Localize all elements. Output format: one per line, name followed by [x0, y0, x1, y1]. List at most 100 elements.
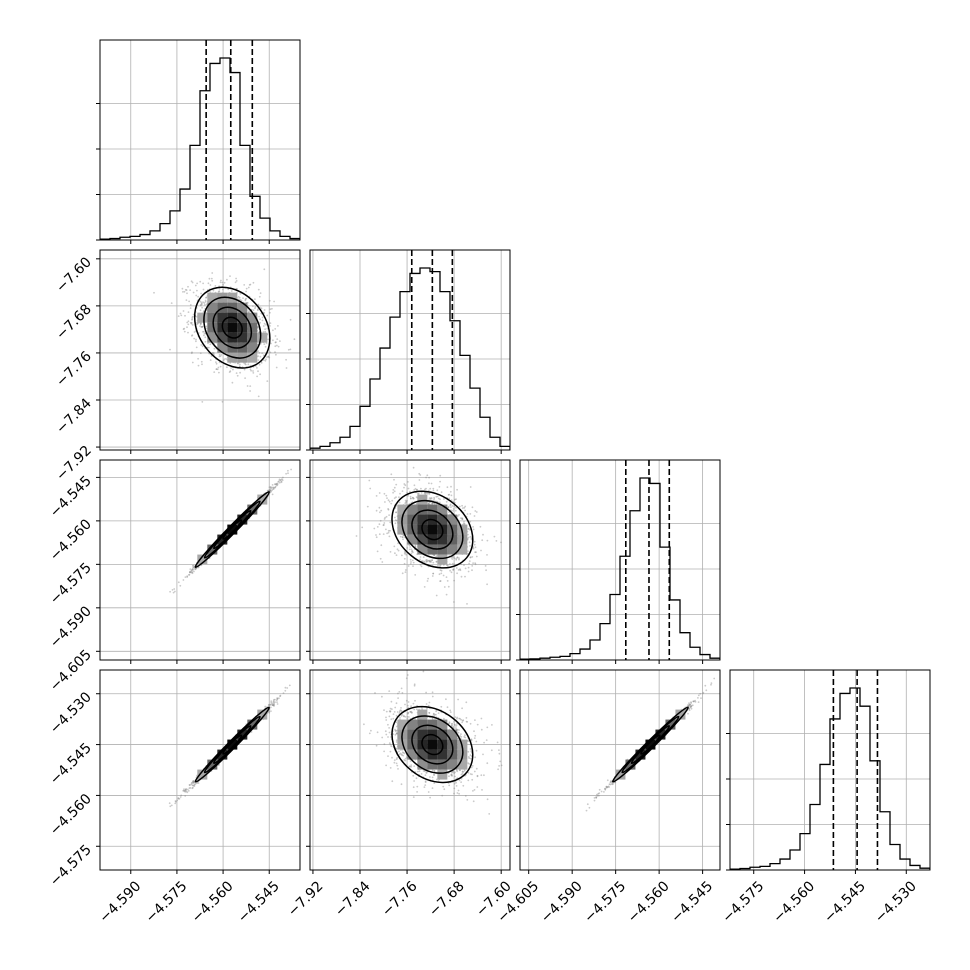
sample-point [214, 285, 217, 287]
sample-point [387, 508, 390, 511]
sample-point [423, 561, 426, 563]
sample-point [451, 558, 454, 560]
sample-point [200, 303, 203, 306]
sample-point [475, 555, 478, 558]
sample-point [428, 482, 430, 485]
sample-point [203, 303, 206, 306]
sample-point [469, 556, 472, 559]
density-cell [207, 332, 218, 343]
sample-point [209, 284, 212, 286]
sample-point [193, 784, 196, 786]
sample-point [238, 365, 241, 368]
sample-point [201, 306, 204, 309]
sample-point [432, 499, 435, 502]
sample-point [452, 508, 455, 510]
panel-frame [519, 459, 721, 661]
sample-point [249, 368, 252, 371]
sample-point [431, 559, 433, 562]
sample-point [451, 562, 454, 565]
sample-point [486, 539, 489, 542]
sample-point [270, 703, 273, 706]
sample-point [395, 554, 398, 556]
sample-point [203, 334, 205, 337]
sample-point [480, 549, 482, 552]
sample-point [191, 316, 194, 319]
sample-point [382, 524, 385, 527]
sample-point [225, 357, 227, 360]
sample-point [438, 501, 441, 504]
sample-point [402, 538, 404, 541]
density-cell [447, 544, 458, 555]
sample-point [186, 321, 189, 324]
sample-point [191, 571, 194, 574]
sample-point [419, 474, 422, 476]
sample-point [272, 486, 275, 489]
sample-point [260, 307, 263, 310]
density-cell [247, 352, 258, 363]
sample-point [270, 710, 272, 712]
sample-point [393, 478, 395, 481]
sample-point [413, 484, 416, 487]
sample-point [449, 569, 451, 572]
sample-point [276, 703, 279, 705]
sample-point [412, 497, 415, 500]
sample-point [188, 573, 191, 576]
sample-point [439, 474, 442, 477]
sample-point [440, 491, 443, 494]
sample-point [453, 505, 456, 508]
sample-point [467, 536, 470, 539]
sample-point [190, 571, 193, 574]
sample-point [271, 493, 274, 496]
density-cell [197, 312, 208, 323]
sample-point [186, 576, 189, 578]
sample-point [266, 314, 269, 317]
sample-point [285, 367, 288, 369]
sample-point [169, 590, 172, 593]
sample-point [452, 510, 454, 512]
sample-point [450, 571, 453, 574]
sample-point [207, 342, 209, 345]
density-cell [237, 514, 248, 525]
sample-point [423, 586, 426, 588]
sample-point [397, 549, 400, 552]
sample-point [424, 488, 426, 491]
density-cell [257, 332, 268, 343]
sample-point [451, 505, 454, 507]
sample-point [405, 501, 408, 503]
sample-point [404, 569, 407, 571]
sample-point [269, 489, 272, 491]
sample-point [453, 579, 455, 582]
sample-point [211, 272, 214, 274]
sample-point [448, 497, 451, 500]
sample-point [246, 302, 249, 304]
sample-point [194, 284, 197, 287]
sample-point [432, 487, 435, 490]
sample-point [398, 496, 400, 499]
panel-frame [99, 459, 301, 661]
sample-point [190, 280, 193, 283]
sample-point [387, 508, 389, 510]
sample-point [463, 506, 466, 509]
sample-point [285, 358, 287, 361]
sample-point [269, 351, 272, 354]
sample-point [429, 559, 432, 562]
sample-point [418, 479, 421, 481]
sample-point [187, 320, 190, 323]
sample-point [460, 517, 462, 519]
sample-point [212, 289, 215, 292]
sample-point [412, 561, 415, 564]
sample-point [440, 572, 443, 575]
sample-point [366, 505, 369, 508]
sample-point [433, 496, 435, 499]
sample-point [455, 558, 458, 561]
density-cell [217, 342, 228, 353]
density-cell [237, 302, 248, 313]
y-tick-label: −7.60 [53, 254, 95, 296]
sample-point [405, 501, 408, 503]
sample-point [204, 340, 207, 343]
sample-point [191, 335, 193, 337]
sample-point [425, 487, 427, 490]
sample-point [258, 363, 261, 366]
sample-point [212, 352, 215, 354]
sample-point [457, 569, 460, 571]
